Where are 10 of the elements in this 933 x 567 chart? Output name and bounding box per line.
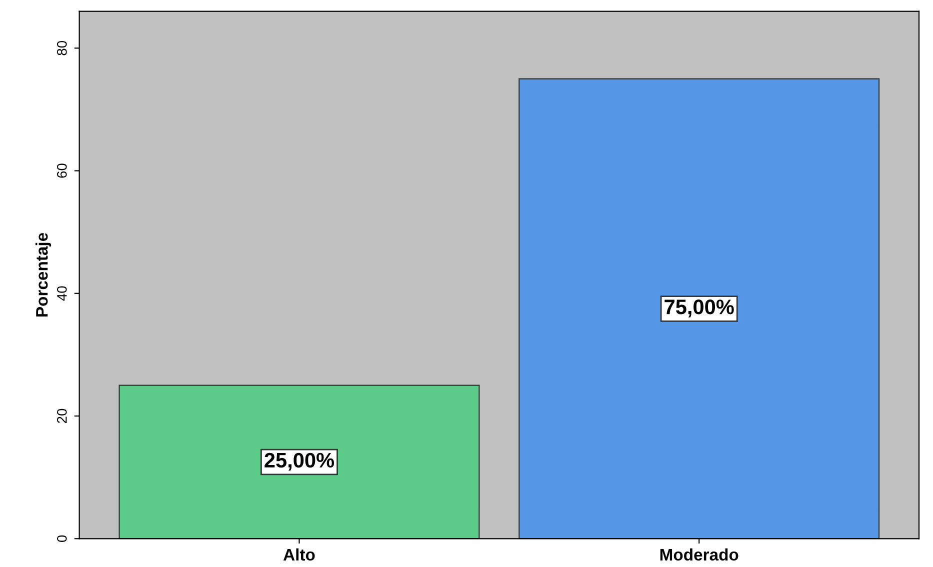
data-label: 75,00% <box>664 300 734 318</box>
y-tick-label: 20 <box>57 408 67 424</box>
y-tick-label: 80 <box>57 40 67 56</box>
x-tick-label: Moderado <box>660 548 738 561</box>
y-tick-label: 40 <box>57 286 67 301</box>
x-tick-label: Alto <box>283 548 315 561</box>
y-tick-label: 60 <box>57 164 67 178</box>
data-label: 25,00% <box>264 452 334 471</box>
y-axis-title: Porcentaje <box>36 232 52 316</box>
y-tick-label: 0 <box>57 535 67 542</box>
